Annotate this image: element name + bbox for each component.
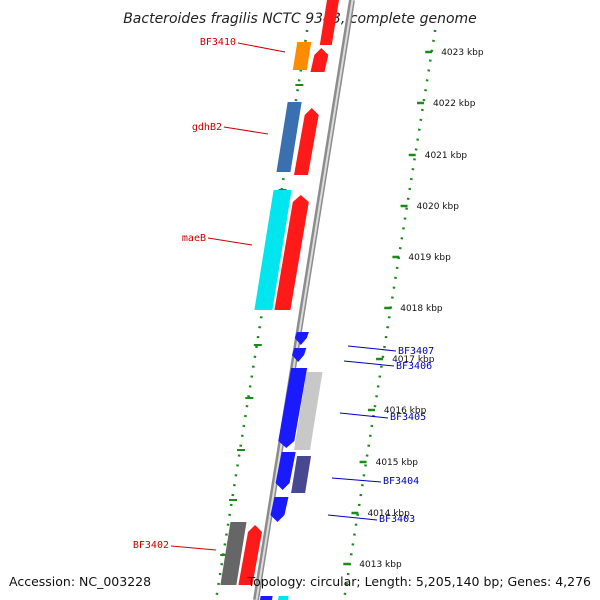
gene-bar-gdhb2-blue — [276, 102, 302, 172]
leader-line — [223, 126, 269, 135]
dotted-boundary-lines — [214, 29, 437, 600]
tick-label: 4023 kbp — [441, 48, 484, 58]
gene-bar-bf3405-gray — [294, 372, 323, 450]
gene-label: BF3403 — [379, 514, 415, 525]
gene-label: BF3406 — [396, 361, 432, 372]
topology-text: Topology: circular; Length: 5,205,140 bp… — [247, 574, 591, 589]
tick-label: 4018 kbp — [400, 304, 443, 314]
tick-label: 4016 kbp — [384, 406, 427, 416]
gene-bar-bf3410-red — [310, 48, 329, 72]
gene-bar-bf3407-blue — [294, 332, 309, 345]
accession-text: Accession: NC_003228 — [9, 574, 151, 589]
gene-labels: BF3410 gdhB2 maeB BF3407 BF3406 BF3405 BF3404 B… — [133, 37, 434, 551]
label-leader-lines — [170, 42, 397, 551]
tick-label: 4019 kbp — [408, 253, 451, 263]
gene-bar-bottom-blue — [260, 596, 273, 600]
leader-line — [339, 412, 389, 419]
left-dotted-line — [214, 29, 309, 600]
leader-line — [343, 360, 395, 367]
tick-label: 4013 kbp — [359, 560, 402, 570]
map-title: Bacteroides fragilis NCTC 9343, complete… — [123, 11, 477, 27]
leader-line — [207, 237, 253, 246]
tick-label: 4022 kbp — [433, 99, 476, 109]
gene-bar-bf3405-blue — [278, 368, 308, 448]
tick-label: 4017 kbp — [392, 355, 435, 365]
gene-bar-bf3410-orange — [292, 42, 312, 70]
gene-bar-gdhb2-red — [294, 108, 319, 175]
tick-labels: 4023 kbp 4022 kbp 4021 kbp 4020 kbp 4019 kbp… — [343, 48, 484, 570]
right-dotted-line — [342, 29, 437, 600]
gene-bar-bottom-cyan — [278, 596, 289, 600]
tick-label: 4015 kbp — [376, 458, 419, 468]
gene-bar-maeb-red — [274, 195, 309, 310]
gene-bar-maeb-cyan — [254, 190, 292, 310]
tick-label: 4014 kbp — [367, 509, 410, 519]
tick-label: 4021 kbp — [425, 151, 468, 161]
gene-label: BF3407 — [398, 346, 434, 357]
gene-label: BF3404 — [383, 476, 419, 487]
gene-label: BF3405 — [390, 412, 426, 423]
gene-bar-bf3402-red — [238, 525, 262, 585]
gene-features — [220, 0, 339, 600]
leader-line — [347, 345, 397, 352]
leader-line — [331, 477, 382, 483]
gene-bar-bf3406-blue — [292, 348, 307, 362]
gene-bar-top-red — [319, 0, 339, 45]
genome-backbone — [253, 0, 355, 600]
leader-line — [170, 545, 217, 551]
gene-bar-bf3404-blue — [275, 452, 296, 490]
gene-label: BF3402 — [133, 540, 169, 551]
leader-line — [237, 42, 286, 53]
gene-label: gdhB2 — [192, 122, 222, 133]
gene-label: maeB — [182, 233, 206, 244]
gene-bar-bf3404-slate — [291, 456, 312, 493]
leader-line — [327, 514, 378, 521]
tick-label: 4020 kbp — [417, 202, 460, 212]
gene-bar-bf3403-blue — [270, 497, 289, 522]
backbone-core — [255, 0, 354, 600]
gene-bar-bf3402-gray — [220, 522, 247, 585]
gene-label: BF3410 — [200, 37, 236, 48]
